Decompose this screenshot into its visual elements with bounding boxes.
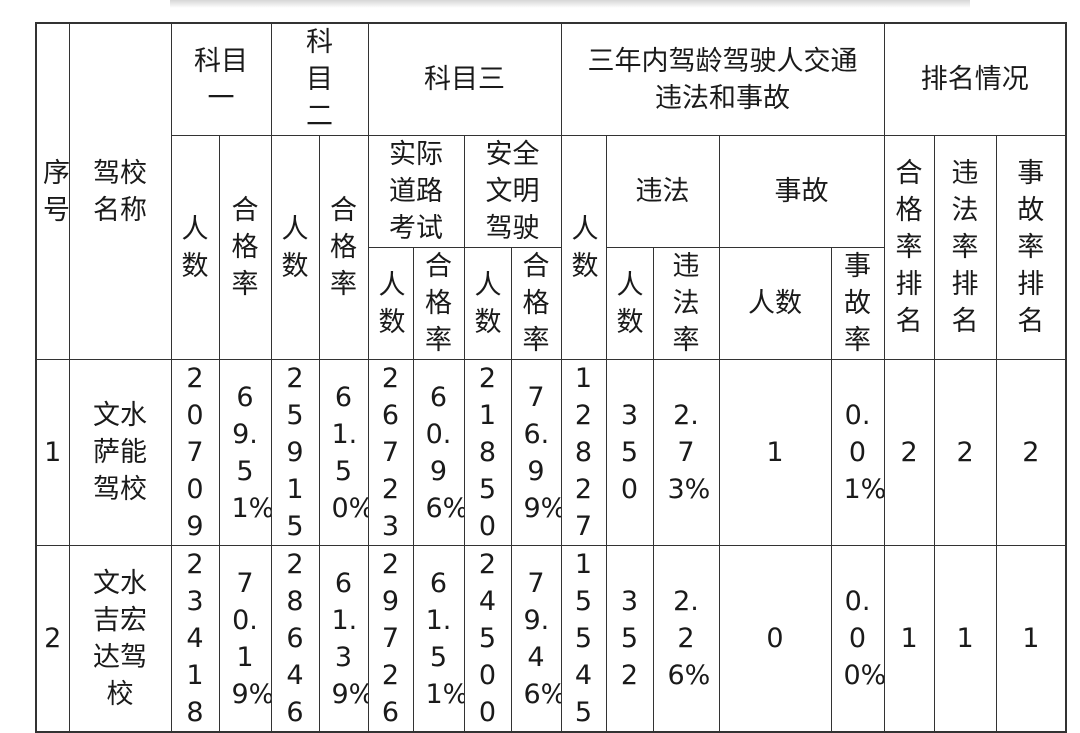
cell-seq: 1 [35,359,70,546]
header-accident-rank: 事故率排名 [995,135,1067,360]
cell-name: 文水吉宏达驾校 [68,545,172,733]
cell-name: 文水萨能驾校 [68,359,172,546]
cell-s3b-rate: 79.46% [510,545,562,733]
cell-drivers: 12827 [560,359,607,546]
header-pass-rank: 合格率排名 [883,135,935,360]
header-school: 驾校名称 [68,22,172,360]
cell-s1-count: 23418 [170,545,220,733]
header-s3a-rate: 合格率 [412,247,465,360]
table-row: 2文水吉宏达驾校2341870.19%2864661.39%2972661.51… [35,545,1067,733]
cell-rank-pass: 2 [883,359,935,546]
header-s3b-count: 人数 [463,247,512,360]
cell-s1-rate: 70.19% [218,545,272,733]
cell-s1-count: 20709 [170,359,220,546]
driving-school-table: 序号 驾校名称 科目一 科目二 科目三 三年内驾龄驾驶人交通违法和事故 排名情况… [35,22,1068,733]
cell-s3b-rate: 76.99% [510,359,562,546]
cell-viol-count: 350 [605,359,654,546]
header-violation-rank: 违法率排名 [933,135,997,360]
cell-rank-viol: 1 [933,545,997,733]
header-road-test: 实际道路考试 [367,135,465,248]
cropped-title-fragment [170,0,970,8]
header-s2-count: 人数 [270,135,320,360]
cell-s3a-rate: 61.51% [412,545,465,733]
cell-s2-count: 28646 [270,545,320,733]
header-viol-count: 人数 [605,247,654,360]
cell-s3b-count: 24500 [463,545,512,733]
cell-drivers: 15545 [560,545,607,733]
cell-viol-count: 352 [605,545,654,733]
header-viol-rate: 违法率 [652,247,720,360]
header-safe-driving: 安全文明驾驶 [463,135,562,248]
cell-acc-rate: 0.01% [830,359,885,546]
header-drivers-count: 人数 [560,135,607,360]
cell-s3b-count: 21850 [463,359,512,546]
cell-s3a-rate: 60.96% [412,359,465,546]
cell-s2-rate: 61.39% [318,545,369,733]
header-violation: 违法 [605,135,720,248]
cell-seq: 2 [35,545,70,733]
cell-rank-acc: 2 [995,359,1067,546]
cell-viol-rate: 2.73% [652,359,720,546]
header-s1-count: 人数 [170,135,220,360]
cell-s2-rate: 61.50% [318,359,369,546]
header-ranking: 排名情况 [883,22,1067,136]
cell-s2-count: 25915 [270,359,320,546]
header-accident: 事故 [718,135,885,248]
cell-rank-acc: 1 [995,545,1067,733]
header-acc-count: 人数 [718,247,832,360]
cell-rank-pass: 1 [883,545,935,733]
header-violations-group: 三年内驾龄驾驶人交通违法和事故 [560,22,885,136]
header-subject2: 科目二 [270,22,369,136]
header-seq: 序号 [35,22,70,360]
table-row: 1文水萨能驾校2070969.51%2591561.50%2672360.96%… [35,359,1067,546]
header-s2-rate: 合格率 [318,135,369,360]
cell-viol-rate: 2.26% [652,545,720,733]
cell-acc-rate: 0.00% [830,545,885,733]
header-subject3: 科目三 [367,22,562,136]
cell-s3a-count: 29726 [367,545,414,733]
cell-rank-viol: 2 [933,359,997,546]
header-acc-rate: 事故率 [830,247,885,360]
cell-acc-count: 1 [718,359,832,546]
cell-s1-rate: 69.51% [218,359,272,546]
cell-acc-count: 0 [718,545,832,733]
cell-s3a-count: 26723 [367,359,414,546]
header-s1-rate: 合格率 [218,135,272,360]
header-subject1: 科目一 [170,22,272,136]
header-s3b-rate: 合格率 [510,247,562,360]
header-s3a-count: 人数 [367,247,414,360]
